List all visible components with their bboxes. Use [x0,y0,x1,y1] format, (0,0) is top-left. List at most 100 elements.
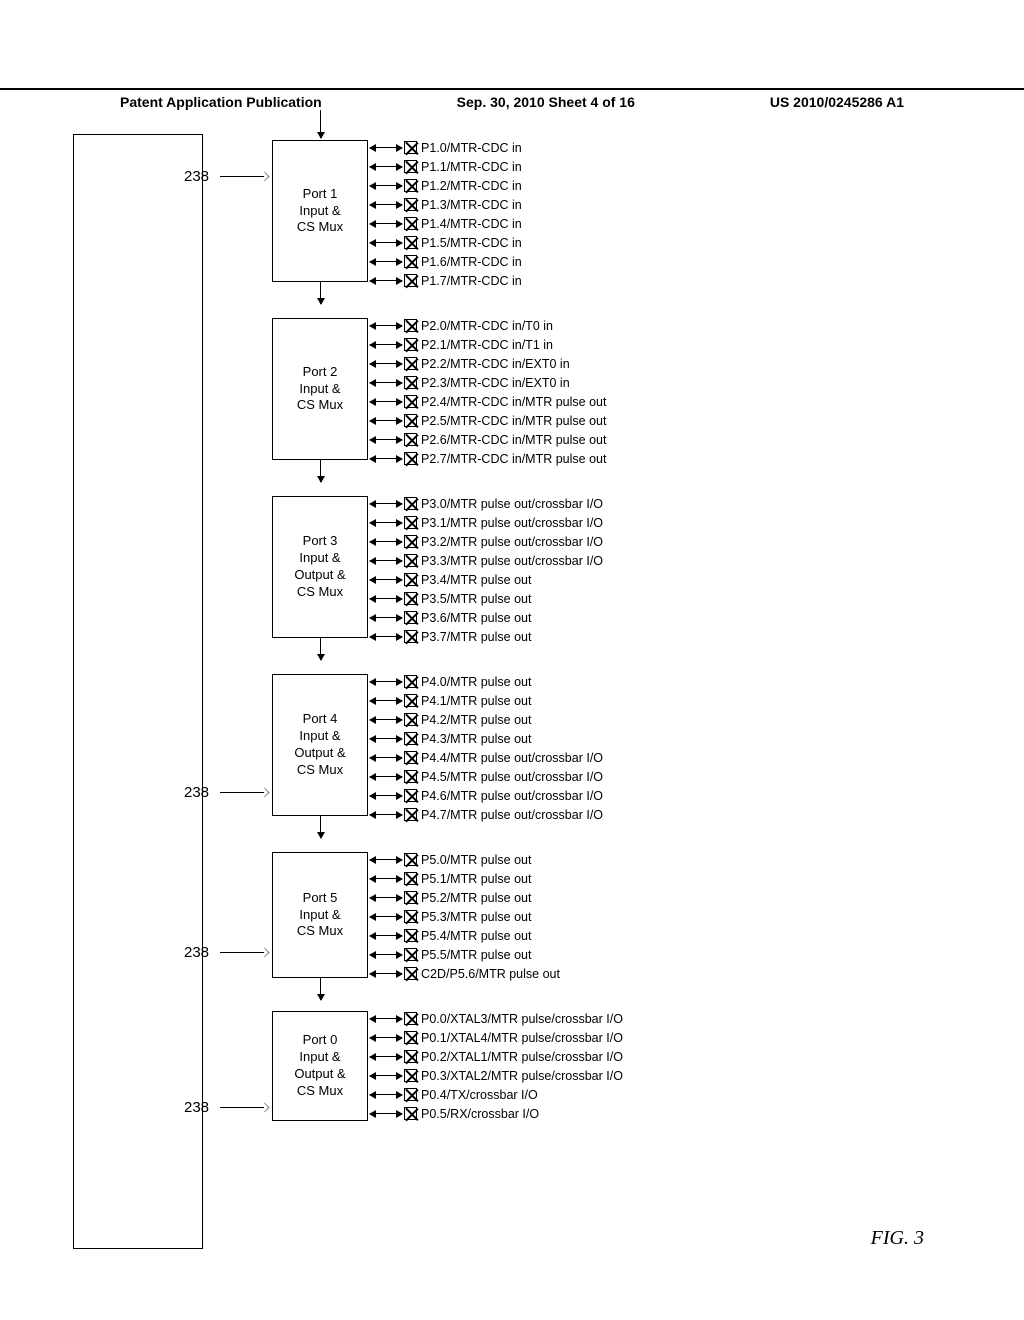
pin-label: P1.4/MTR-CDC in [421,217,522,231]
pin-row: P3.1/MTR pulse out/crossbar I/O [370,513,804,532]
bidir-arrow [370,223,402,224]
bidir-arrow [370,1037,402,1038]
pin-row: P2.6/MTR-CDC in/MTR pulse out [370,430,804,449]
bidir-arrow [370,1056,402,1057]
reference-numeral: 238 [184,944,209,961]
pin-list: P1.0/MTR-CDC inP1.1/MTR-CDC inP1.2/MTR-C… [370,130,804,290]
bidir-arrow [370,1075,402,1076]
pin-row: P5.3/MTR pulse out [370,907,804,926]
io-pad-icon [404,713,417,726]
pin-label: P4.4/MTR pulse out/crossbar I/O [421,751,603,765]
port-box-label: CS Mux [297,1083,343,1100]
pin-row: P4.3/MTR pulse out [370,729,804,748]
port-block: Port 2Input &CS MuxP2.0/MTR-CDC in/T0 in… [184,308,804,478]
pin-label: P1.0/MTR-CDC in [421,141,522,155]
header-center: Sep. 30, 2010 Sheet 4 of 16 [457,94,635,110]
pin-label: P1.5/MTR-CDC in [421,236,522,250]
bus-connector [320,816,321,838]
bus-connector [320,638,321,660]
pin-label: P0.5/RX/crossbar I/O [421,1107,539,1121]
pin-list: P0.0/XTAL3/MTR pulse/crossbar I/OP0.1/XT… [370,1001,804,1123]
bidir-arrow [370,878,402,879]
pin-label: P0.0/XTAL3/MTR pulse/crossbar I/O [421,1012,623,1026]
bus-connector [320,978,321,1000]
io-pad-icon [404,732,417,745]
io-pad-icon [404,929,417,942]
io-pad-icon [404,948,417,961]
pin-label: P3.6/MTR pulse out [421,611,531,625]
pin-row: P5.0/MTR pulse out [370,850,804,869]
port-box: Port 3Input &Output &CS Mux [272,496,368,638]
io-pad-icon [404,395,417,408]
bidir-arrow [370,738,402,739]
port-block: Port 4Input &Output &CS Mux238P4.0/MTR p… [184,664,804,834]
pin-label: P2.3/MTR-CDC in/EXT0 in [421,376,570,390]
io-pad-icon [404,198,417,211]
port-box-label: CS Mux [297,923,343,940]
pin-label: P1.6/MTR-CDC in [421,255,522,269]
port-box: Port 2Input &CS Mux [272,318,368,460]
pin-label: P5.0/MTR pulse out [421,853,531,867]
pin-row: P2.1/MTR-CDC in/T1 in [370,335,804,354]
io-pad-icon [404,1012,417,1025]
bidir-arrow [370,401,402,402]
pin-label: P4.2/MTR pulse out [421,713,531,727]
io-pad-icon [404,675,417,688]
port-box-label: CS Mux [297,584,343,601]
pin-row: P0.0/XTAL3/MTR pulse/crossbar I/O [370,1009,804,1028]
reference-leader [220,176,264,177]
figure-label: FIG. 3 [871,1227,924,1250]
pin-label: P4.3/MTR pulse out [421,732,531,746]
pin-label: P3.5/MTR pulse out [421,592,531,606]
io-pad-icon [404,1050,417,1063]
bidir-arrow [370,579,402,580]
bidir-arrow [370,973,402,974]
reference-leader [220,1107,264,1108]
io-pad-icon [404,1088,417,1101]
pin-label: P1.3/MTR-CDC in [421,198,522,212]
bidir-arrow [370,757,402,758]
pin-label: P2.2/MTR-CDC in/EXT0 in [421,357,570,371]
io-pad-icon [404,789,417,802]
pin-label: P3.2/MTR pulse out/crossbar I/O [421,535,603,549]
port-box: Port 1Input &CS Mux [272,140,368,282]
pin-label: P5.5/MTR pulse out [421,948,531,962]
io-pad-icon [404,535,417,548]
pin-label: P4.6/MTR pulse out/crossbar I/O [421,789,603,803]
port-box: Port 0Input &Output &CS Mux [272,1011,368,1121]
pin-label: C2D/P5.6/MTR pulse out [421,967,560,981]
pin-row: P3.7/MTR pulse out [370,627,804,646]
io-pad-icon [404,179,417,192]
bidir-arrow [370,814,402,815]
pin-label: P0.4/TX/crossbar I/O [421,1088,538,1102]
bidir-arrow [370,261,402,262]
io-pad-icon [404,452,417,465]
pin-label: P0.3/XTAL2/MTR pulse/crossbar I/O [421,1069,623,1083]
port-block: Port 0Input &Output &CS Mux238P0.0/XTAL3… [184,1001,804,1135]
bidir-arrow [370,344,402,345]
bidir-arrow [370,363,402,364]
pin-row: P3.6/MTR pulse out [370,608,804,627]
pin-row: P0.4/TX/crossbar I/O [370,1085,804,1104]
io-pad-icon [404,554,417,567]
bidir-arrow [370,636,402,637]
bidir-arrow [370,617,402,618]
bidir-arrow [370,681,402,682]
header-left: Patent Application Publication [120,94,322,110]
bidir-arrow [370,242,402,243]
pin-label: P2.5/MTR-CDC in/MTR pulse out [421,414,606,428]
bidir-arrow [370,1094,402,1095]
io-pad-icon [404,853,417,866]
pin-row: P1.1/MTR-CDC in [370,157,804,176]
reference-numeral: 238 [184,784,209,801]
pin-row: P1.6/MTR-CDC in [370,252,804,271]
io-pad-icon [404,357,417,370]
pin-row: P0.2/XTAL1/MTR pulse/crossbar I/O [370,1047,804,1066]
bidir-arrow [370,954,402,955]
bidir-arrow [370,522,402,523]
port-box-label: Port 2 [303,364,338,381]
port-block: Port 1Input &CS Mux238P1.0/MTR-CDC inP1.… [184,130,804,300]
io-pad-icon [404,433,417,446]
bidir-arrow [370,897,402,898]
io-pad-icon [404,319,417,332]
